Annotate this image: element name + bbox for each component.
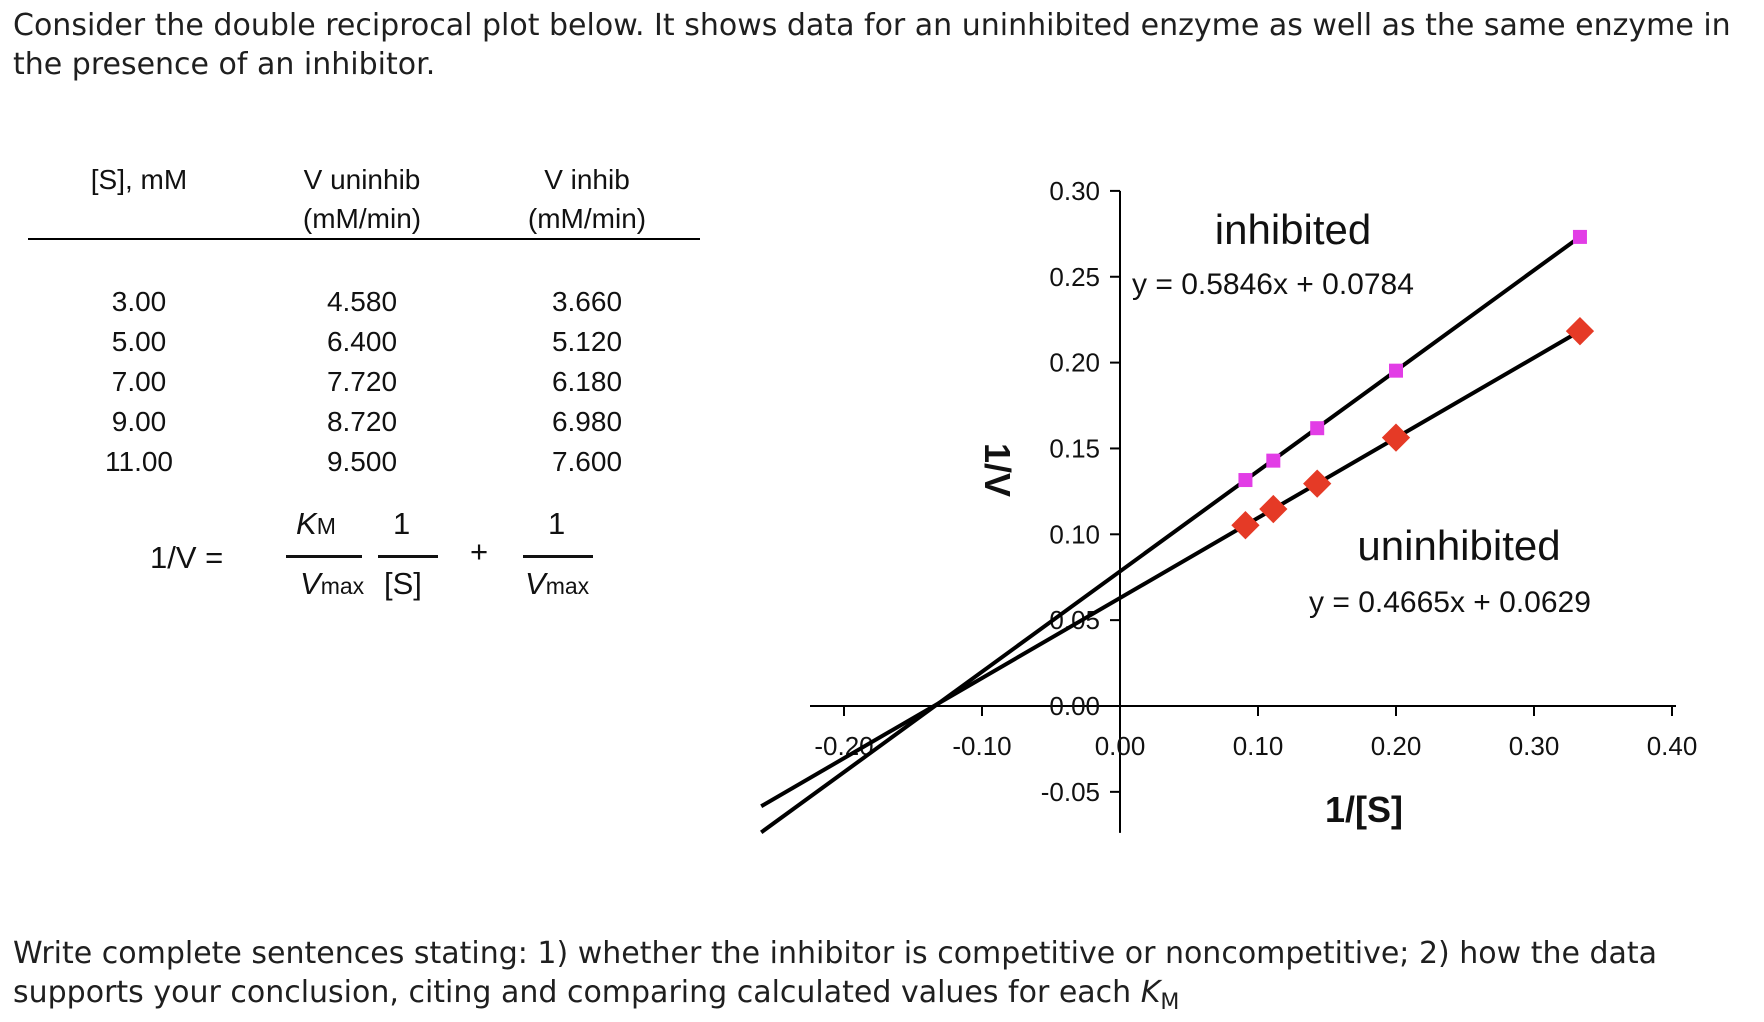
header-rule bbox=[28, 238, 700, 240]
y-tick-label: 0.20 bbox=[1049, 348, 1100, 378]
uninhibited-point bbox=[1231, 511, 1260, 540]
cell-v-inhib: 7.600 bbox=[551, 446, 623, 477]
y-tick-label: 0.00 bbox=[1049, 691, 1100, 721]
cell-substrate: 5.00 bbox=[111, 326, 167, 357]
y-tick-label: 0.30 bbox=[1049, 176, 1100, 206]
uninhibited-label: uninhibited bbox=[1357, 522, 1560, 569]
y-tick-label: 0.15 bbox=[1049, 433, 1100, 463]
cell-v-uninhib: 8.720 bbox=[326, 406, 398, 437]
formula-fraction-bar bbox=[378, 555, 438, 558]
uninhibited-trendline bbox=[760, 329, 1581, 808]
formula-lhs: 1/V = bbox=[150, 540, 224, 575]
formula-vmax: Vmax bbox=[525, 566, 590, 601]
formula-substrate: [S] bbox=[384, 566, 422, 601]
formula-fraction-bar bbox=[523, 555, 593, 558]
table-header-row: [S], mM V uninhib (mM/min) V inhib (mM/min… bbox=[28, 160, 700, 238]
table-row: 5.00 6.400 5.120 bbox=[28, 322, 700, 362]
cell-substrate: 3.00 bbox=[111, 286, 167, 317]
formula-vmax: Vmax bbox=[300, 566, 365, 601]
inhibited-equation: y = 0.5846x + 0.0784 bbox=[1132, 268, 1414, 301]
cell-substrate: 7.00 bbox=[111, 366, 167, 397]
inhibited-trendline bbox=[760, 235, 1582, 834]
cell-substrate: 9.00 bbox=[111, 406, 167, 437]
formula-fraction-bar bbox=[286, 555, 362, 558]
inhibited-label: inhibited bbox=[1215, 206, 1371, 253]
uninhibited-point bbox=[1259, 494, 1288, 524]
y-tick-label: 0.10 bbox=[1049, 519, 1100, 549]
uninhibited-point bbox=[1303, 469, 1332, 498]
cell-v-inhib: 3.660 bbox=[551, 286, 623, 317]
y-tick-label: 0.05 bbox=[1049, 605, 1100, 635]
uninhibited-point bbox=[1565, 317, 1595, 346]
y-tick-label: -0.05 bbox=[1041, 777, 1100, 807]
x-tick-label: 0.00 bbox=[1095, 731, 1146, 761]
x-tick-label: 0.40 bbox=[1647, 731, 1698, 761]
cell-v-uninhib: 7.720 bbox=[326, 366, 398, 397]
table-row: 9.00 8.720 6.980 bbox=[28, 402, 700, 442]
formula-numerator-one: 1 bbox=[548, 506, 566, 541]
x-tick-label: 0.20 bbox=[1371, 731, 1422, 761]
cell-v-inhib: 6.180 bbox=[551, 366, 623, 397]
formula-km: KM bbox=[296, 506, 336, 541]
x-tick-label: 0.30 bbox=[1509, 731, 1560, 761]
header-v-inhib: V inhib (mM/min) bbox=[527, 164, 647, 234]
y-tick-label: 0.25 bbox=[1049, 262, 1100, 292]
inhibited-point bbox=[1266, 453, 1281, 468]
intro-text: Consider the double reciprocal plot belo… bbox=[13, 8, 1731, 82]
formula-plus: + bbox=[470, 534, 489, 569]
inhibited-point bbox=[1572, 229, 1587, 244]
table-row: 3.00 4.580 3.660 bbox=[28, 282, 700, 322]
header-substrate: [S], mM bbox=[90, 164, 188, 195]
cell-v-uninhib: 6.400 bbox=[326, 326, 398, 357]
y-axis-label: 1/V bbox=[977, 443, 1018, 497]
question-text: Write complete sentences stating: 1) whe… bbox=[13, 936, 1658, 1015]
cell-v-inhib: 6.980 bbox=[551, 406, 623, 437]
cell-v-inhib: 5.120 bbox=[551, 326, 623, 357]
x-tick-label: 0.10 bbox=[1233, 731, 1284, 761]
inhibited-point bbox=[1238, 473, 1253, 488]
x-tick-label: -0.10 bbox=[952, 731, 1011, 761]
table-row: 11.00 9.500 7.600 bbox=[28, 442, 700, 482]
cell-v-uninhib: 9.500 bbox=[326, 446, 398, 477]
uninhibited-point bbox=[1381, 423, 1411, 452]
cell-substrate: 11.00 bbox=[105, 446, 173, 477]
cell-v-uninhib: 4.580 bbox=[326, 286, 398, 317]
x-axis-label: 1/[S] bbox=[1325, 789, 1403, 830]
uninhibited-equation: y = 0.4665x + 0.0629 bbox=[1309, 586, 1591, 619]
inhibited-point bbox=[1389, 363, 1403, 378]
data-table: [S], mM V uninhib (mM/min) V inhib (mM/min… bbox=[28, 160, 700, 482]
formula-numerator-one: 1 bbox=[393, 506, 411, 541]
inhibited-point bbox=[1310, 421, 1325, 436]
header-v-uninhib: V uninhib (mM/min) bbox=[302, 164, 422, 234]
table-row: 7.00 7.720 6.180 bbox=[28, 362, 700, 402]
